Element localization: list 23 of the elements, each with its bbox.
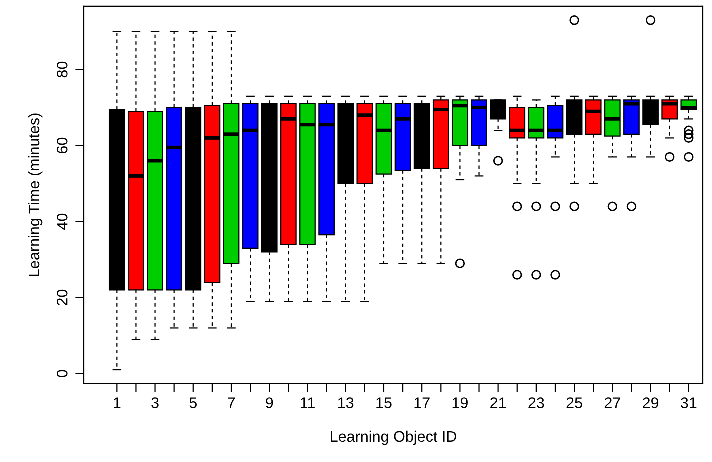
x-tick-label: 15 [376,398,392,408]
x-tick-label: 29 [643,398,659,408]
x-tick-label: 7 [228,398,235,408]
x-tick-label: 31 [680,398,697,408]
y-tick-label: 80 [56,62,68,78]
x-tick-label: 23 [528,398,544,408]
x-tick-label: 3 [152,398,159,408]
y-tick-label: 0 [56,370,68,378]
x-tick-label: 13 [338,398,354,408]
x-tick-label: 25 [566,398,582,408]
x-tick-label: 1 [114,398,121,408]
y-axis-title: Learning Time (minutes) [28,114,43,276]
x-axis-title: Learning Object ID [331,430,456,446]
x-tick-label: 11 [300,398,315,408]
x-tick-label: 21 [490,398,506,408]
x-tick-label: 5 [190,398,197,408]
y-tick-label: 20 [56,290,68,306]
x-tick-label: 17 [414,398,430,408]
x-tick-label: 9 [266,398,274,408]
x-tick-label: 27 [604,398,620,408]
x-tick-label: 19 [452,398,468,408]
y-tick-label: 60 [56,138,68,154]
y-tick-label: 40 [56,214,68,230]
